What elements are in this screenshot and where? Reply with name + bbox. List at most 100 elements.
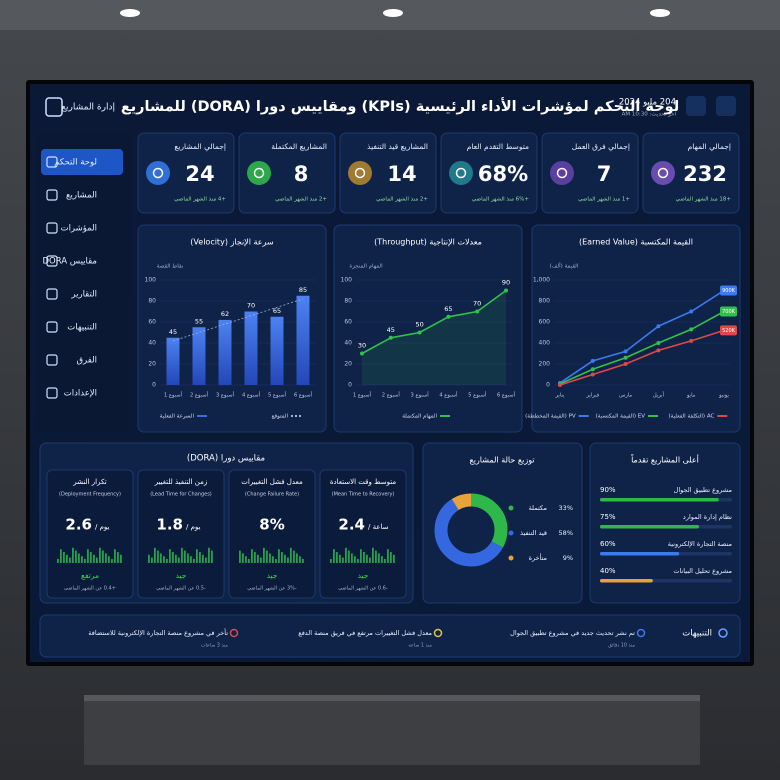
x-tick-label: مايو bbox=[686, 393, 696, 399]
legend-label: AC (التكلفة الفعلية) bbox=[669, 413, 715, 420]
sparkline-bar bbox=[354, 556, 356, 563]
data-label: 62 bbox=[221, 310, 229, 318]
sparkline-bar bbox=[333, 549, 335, 563]
nav-item[interactable]: الفرق bbox=[76, 356, 97, 366]
brand: إدارة المشاريع bbox=[61, 103, 115, 113]
sparkline-bar bbox=[351, 553, 353, 563]
nav-item[interactable]: لوحة التحكم bbox=[54, 158, 97, 168]
point bbox=[656, 341, 661, 345]
nav-item[interactable]: المشاريع bbox=[66, 191, 97, 201]
sparkline-bar bbox=[105, 553, 107, 563]
data-label: 70 bbox=[247, 302, 255, 310]
kpi-card bbox=[541, 132, 639, 214]
nav-item[interactable]: التنبيهات bbox=[67, 323, 97, 333]
nav-icon bbox=[46, 255, 58, 267]
sparkline-bar bbox=[330, 559, 332, 563]
point bbox=[689, 309, 694, 314]
sparkline-bar bbox=[381, 556, 383, 563]
project-value: 40% bbox=[600, 567, 616, 575]
alert-icon bbox=[229, 628, 239, 638]
sparkline-bar bbox=[348, 550, 350, 563]
nav-item[interactable]: مقاييس DORA bbox=[42, 257, 97, 267]
x-tick-label: أبريل bbox=[653, 391, 665, 399]
sparkline-bar bbox=[178, 557, 180, 563]
x-tick-label: يونيو bbox=[718, 393, 729, 399]
legend-label: PV (القيمة المخططة) bbox=[525, 414, 576, 420]
sparkline-bar bbox=[81, 556, 83, 563]
filter-button[interactable] bbox=[716, 96, 736, 116]
kpi-title: إجمالي فرق العمل bbox=[572, 142, 630, 151]
nav-item[interactable]: التقارير bbox=[70, 290, 97, 300]
y-tick-label: 60 bbox=[148, 319, 156, 326]
point bbox=[388, 335, 393, 340]
bell-icon bbox=[718, 628, 728, 638]
dora-value: 2.6 bbox=[65, 516, 92, 534]
alert-time: منذ 3 ساعات bbox=[201, 643, 228, 649]
legend-label: المتوقع bbox=[272, 414, 289, 420]
sparkline-bar bbox=[57, 559, 59, 563]
sparkline-bar bbox=[299, 556, 301, 563]
point bbox=[417, 330, 422, 335]
trend-line bbox=[172, 298, 304, 342]
calendar-button[interactable] bbox=[686, 96, 706, 116]
kpi-title: إجمالي المشاريع bbox=[174, 142, 226, 151]
end-badge bbox=[720, 325, 737, 336]
alert-time: منذ 10 دقائق bbox=[608, 643, 635, 649]
x-tick-label: أسبوع 6 bbox=[497, 391, 516, 399]
data-label: 85 bbox=[299, 286, 307, 294]
nav-item[interactable]: المؤشرات bbox=[61, 224, 97, 234]
sparkline-bar bbox=[257, 554, 259, 563]
dora-rating: مرتفع bbox=[81, 571, 99, 580]
dora-value: 1.8 bbox=[156, 516, 183, 534]
line bbox=[559, 310, 725, 385]
y-tick-label: 20 bbox=[344, 361, 352, 368]
y-tick-label: 0 bbox=[348, 382, 352, 389]
sparkline-bar bbox=[242, 553, 244, 563]
point bbox=[446, 314, 451, 319]
sparkline-bar bbox=[287, 557, 289, 563]
x-tick-label: مارس bbox=[619, 393, 632, 399]
sparkline-bar bbox=[239, 550, 241, 563]
legend-dot bbox=[508, 555, 514, 561]
sparkline-bar bbox=[369, 557, 371, 563]
y-tick-label: 0 bbox=[152, 382, 156, 389]
point bbox=[656, 324, 661, 329]
sparkline-bar bbox=[60, 549, 62, 563]
dora-unit: ساعة / bbox=[368, 523, 389, 531]
project-name: نظام إدارة الموارد bbox=[683, 513, 732, 521]
y-tick-label: 200 bbox=[539, 361, 551, 368]
dora-metric-title: معدل فشل التغييرات bbox=[241, 478, 303, 486]
data-label: 45 bbox=[387, 326, 395, 334]
sparkline-bar bbox=[175, 554, 177, 563]
point bbox=[590, 372, 595, 377]
light bbox=[383, 9, 403, 17]
point bbox=[623, 355, 628, 360]
sparkline-bar bbox=[375, 550, 377, 563]
sparkline-bar bbox=[84, 559, 86, 563]
nav-item[interactable]: الإعدادات bbox=[64, 389, 97, 399]
y-tick-label: 100 bbox=[145, 277, 157, 284]
nav-icon bbox=[46, 189, 58, 201]
kpi-icon bbox=[348, 161, 372, 185]
alert-icon bbox=[433, 628, 443, 638]
dora-card bbox=[137, 469, 225, 599]
dora-rating: جيد bbox=[176, 571, 187, 580]
sparkline-bar bbox=[90, 552, 92, 563]
donut-slice bbox=[434, 493, 508, 567]
data-label: 90 bbox=[502, 279, 510, 287]
line bbox=[361, 289, 507, 355]
chart-title: القيمة المكتسبة (Earned Value) bbox=[579, 238, 693, 247]
project-value: 60% bbox=[600, 540, 616, 548]
end-badge bbox=[720, 306, 737, 317]
sparkline-bar bbox=[363, 552, 365, 563]
logo-icon bbox=[45, 97, 63, 117]
y-tick-label: 60 bbox=[344, 319, 352, 326]
legend-label: السرعة الفعلية bbox=[160, 414, 195, 420]
dora-note: -0.5 عن الشهر الماضي bbox=[156, 586, 206, 592]
dora-metric-subtitle: (Deployment Frequency) bbox=[59, 492, 121, 498]
progress-bar bbox=[600, 498, 719, 502]
sparkline-bar bbox=[296, 553, 298, 563]
end-label: 900K bbox=[722, 288, 736, 294]
y-tick-label: 1,000 bbox=[533, 277, 550, 284]
sparkline-bar bbox=[172, 552, 174, 563]
